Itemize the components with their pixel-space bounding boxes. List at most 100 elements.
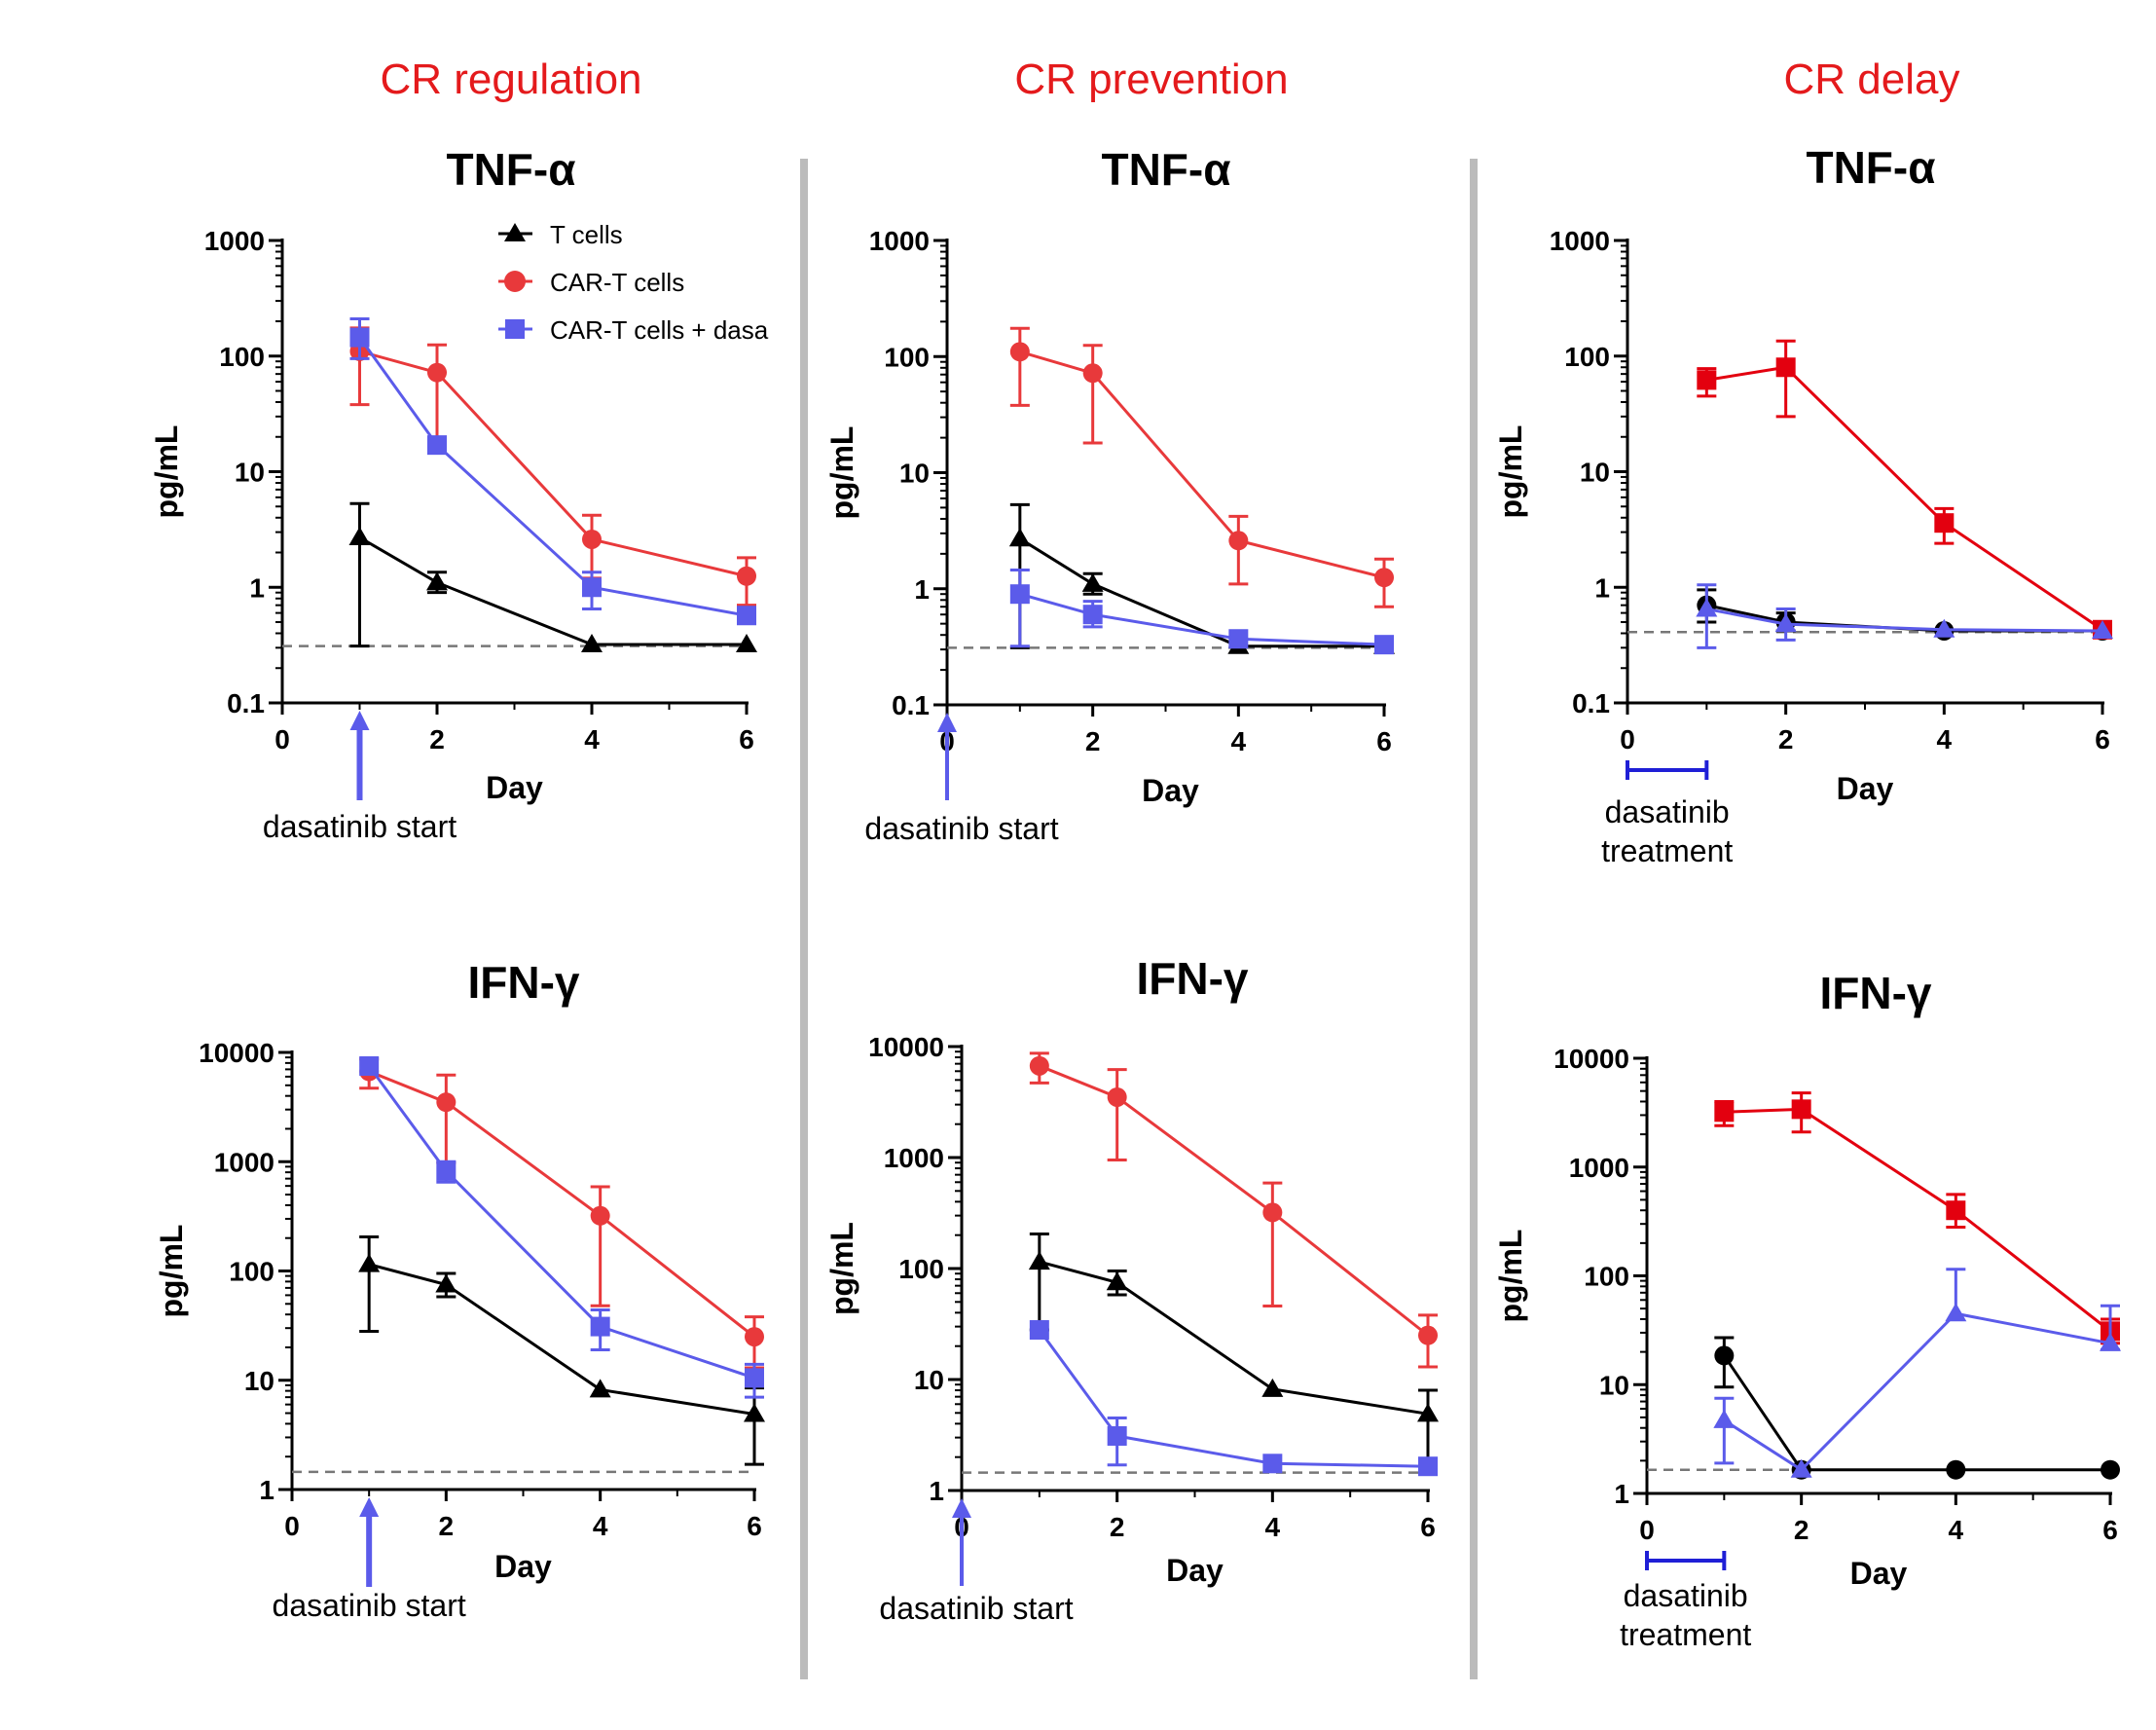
data-point [1261,1378,1284,1397]
x-tick-label: 4 [593,1511,608,1541]
x-tick-label: 0 [274,724,290,755]
y-tick-label: 1000 [1569,1153,1629,1183]
x-tick-label: 4 [1937,724,1953,755]
y-tick-label: 100 [1564,342,1610,372]
x-tick-label: 2 [1085,726,1101,756]
series-line [358,535,747,646]
series-line [367,1065,755,1380]
series-line [368,1070,755,1339]
y-tick-label: 0.1 [227,688,265,718]
data-point [1696,598,1718,617]
series-car-t-cells [1009,326,1394,608]
data-point [1714,1102,1735,1123]
x-axis-label: Day [1142,773,1199,808]
y-tick-label: 10 [244,1366,274,1396]
series-car-t-cells [1029,1051,1438,1369]
y-tick-label: 1000 [869,226,930,256]
series-car-t-cells [349,326,756,607]
series-car-t-cells-dasa [1009,569,1394,655]
dasatinib-treatment-label: dasatinib [1624,1578,1748,1613]
legend-label-dasa: CAR-T cells + dasa [550,315,769,345]
data-point [426,571,448,591]
series-line [368,1263,755,1417]
y-tick-label: 100 [884,342,930,372]
section-title-regulation: CR regulation [380,55,641,103]
x-tick-label: 4 [1265,1512,1281,1542]
x-axis-label: Day [1166,1553,1224,1588]
data-point [1946,1459,1966,1480]
y-axis-label: pg/mL [824,426,859,520]
y-tick-label: 10 [1580,458,1610,488]
series-line [1706,607,2103,633]
y-tick-label: 10 [914,1365,944,1395]
y-axis-label: pg/mL [154,1225,189,1318]
y-tick-label: 1 [1614,1479,1629,1509]
dasatinib-treatment-label: dasatinib [1605,794,1730,829]
data-point [427,362,447,383]
data-point [1029,1320,1049,1341]
legend: T cells CAR-T cells CAR-T cells + dasa [498,220,769,345]
data-point [1082,363,1103,384]
panel-title: TNF-α [1806,142,1935,193]
dasatinib-start-arrow-head [937,713,957,732]
y-tick-label: 100 [1584,1262,1629,1292]
data-point [737,566,756,586]
panel-title: IFN-γ [468,957,580,1008]
data-point [1009,584,1030,605]
dasatinib-start-label: dasatinib start [273,1588,466,1623]
x-tick-label: 2 [439,1511,455,1541]
data-point [1697,370,1717,390]
data-point [1029,1055,1049,1076]
data-point [359,1056,380,1077]
data-point [1791,1099,1811,1120]
data-point [1774,613,1797,633]
y-tick-label: 0.1 [1572,688,1610,718]
series-line [1019,537,1384,648]
data-point [1790,1458,1812,1478]
data-point [2092,619,2113,639]
data-point [348,527,371,546]
series-line [1019,350,1385,579]
data-point [349,327,370,348]
series-car-t-cells [359,1057,764,1370]
series-car-t-cells-dasa [349,316,756,626]
data-point [1775,357,1796,378]
x-tick-label: 6 [2095,724,2110,755]
data-point [435,1273,457,1293]
series-t-cells [348,501,757,653]
x-tick-label: 2 [1778,724,1794,755]
x-tick-label: 6 [739,724,754,755]
data-point [427,435,447,456]
data-point [1946,1200,1966,1221]
data-point [744,1403,765,1422]
data-point [582,529,602,549]
x-tick-label: 6 [747,1511,762,1541]
y-axis-label: pg/mL [824,1222,859,1315]
data-point [736,634,757,653]
dasatinib-start-label: dasatinib start [879,1591,1073,1626]
y-tick-label: 100 [898,1254,944,1284]
data-point [1945,1303,1967,1322]
data-point [581,634,603,653]
data-point [745,1368,764,1388]
x-axis-label: Day [1850,1556,1908,1591]
series-t-cells [358,1235,765,1466]
panel-title: IFN-γ [1137,953,1249,1004]
y-tick-label: 1 [914,574,930,605]
y-tick-label: 10000 [1553,1044,1629,1074]
series-t-cells [1714,1336,2120,1480]
dasatinib-start-arrow-head [349,711,370,730]
y-tick-label: 10000 [199,1038,274,1068]
x-tick-label: 2 [429,724,445,755]
series-car-t-cells-dasa [359,1056,764,1399]
series-line [1038,1329,1429,1468]
x-axis-label: Day [1837,771,1894,806]
data-point [590,1205,610,1226]
data-point [1262,1202,1283,1223]
panel-title: IFN-γ [1820,968,1932,1018]
chart-regulation-ifn: IFN-γ 1 10 100 1000 10000 0 2 4 6 Day pg/mL dasatini… [154,957,765,1623]
series-line [1019,592,1385,646]
series-line [1723,1311,2111,1472]
